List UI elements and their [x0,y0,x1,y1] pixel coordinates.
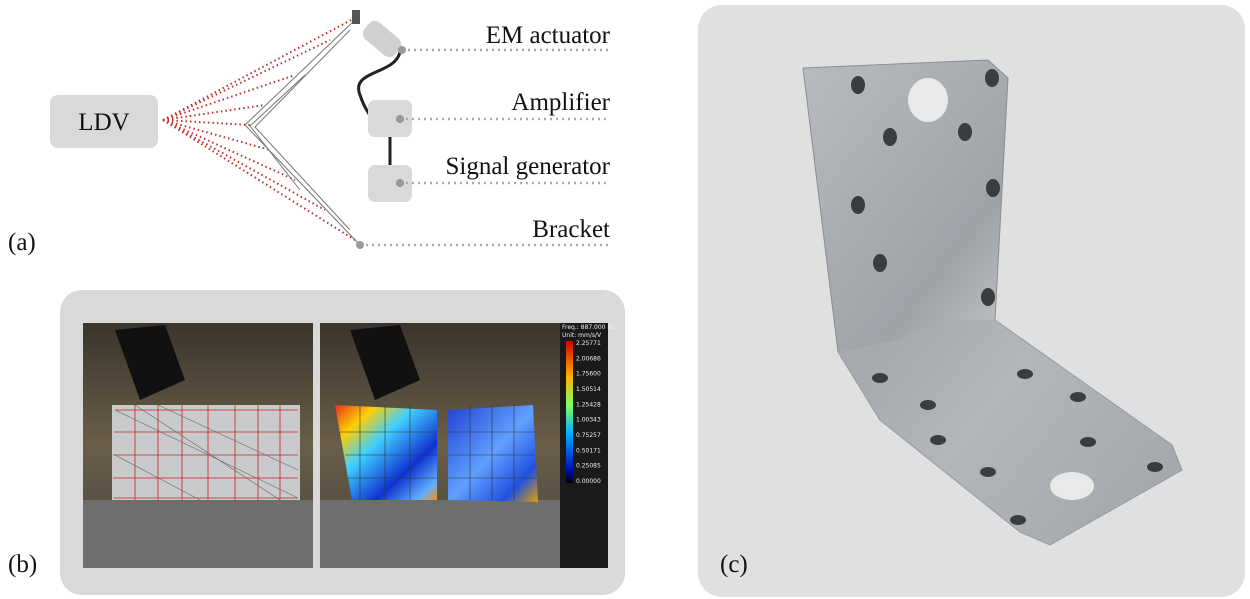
panel-label: (a) [8,229,36,256]
colorbar-tick-label: 1.25428 [576,401,601,408]
ldv-label: LDV [78,109,129,136]
component-label: EM actuator [486,22,611,49]
panel-b: Freq.: 887.000 Hz Unit: mm/s/V 2.25771 2.… [8,290,625,595]
leader-dots [356,46,406,249]
colorbar-frequency: Freq.: 887.000 Hz [562,324,615,331]
colorbar-tick-label: 2.25771 [576,340,601,347]
figure: LDV EM actuator Amplifier Signal generat… [0,0,1250,599]
colorbar-unit: Unit: mm/s/V [562,332,602,339]
actuator [360,18,405,61]
panel-a: LDV EM actuator Amplifier Signal generat… [8,10,611,256]
component-label: Bracket [532,216,610,243]
colorbar-tick-label: 1.00343 [576,417,601,424]
colorbar: Freq.: 887.000 Hz Unit: mm/s/V 2.25771 2.… [560,323,615,568]
component-label: Signal generator [445,153,610,180]
colorbar-tick-label: 0.25085 [576,463,601,470]
bracket-sketch [245,18,360,245]
photo-left [83,323,313,568]
laser-beams [163,18,355,240]
component-label: Amplifier [511,89,610,116]
panel-label: (b) [8,551,37,578]
colorbar-tick-label: 0.50171 [576,447,601,454]
generator-box [368,165,412,202]
colorbar-tick-label: 1.75600 [576,371,601,378]
panel-label: (c) [720,551,748,578]
colorbar-tick-label: 1.50514 [576,386,601,393]
panel-c: (c) [698,5,1245,597]
photo-right [320,323,560,568]
colorbar-tick-label: 0.00000 [576,478,601,485]
colorbar-tick-label: 0.75257 [576,432,601,439]
actuator-tip [352,10,360,24]
amplifier-box [368,100,412,137]
colorbar-tick-label: 2.00686 [576,355,601,362]
